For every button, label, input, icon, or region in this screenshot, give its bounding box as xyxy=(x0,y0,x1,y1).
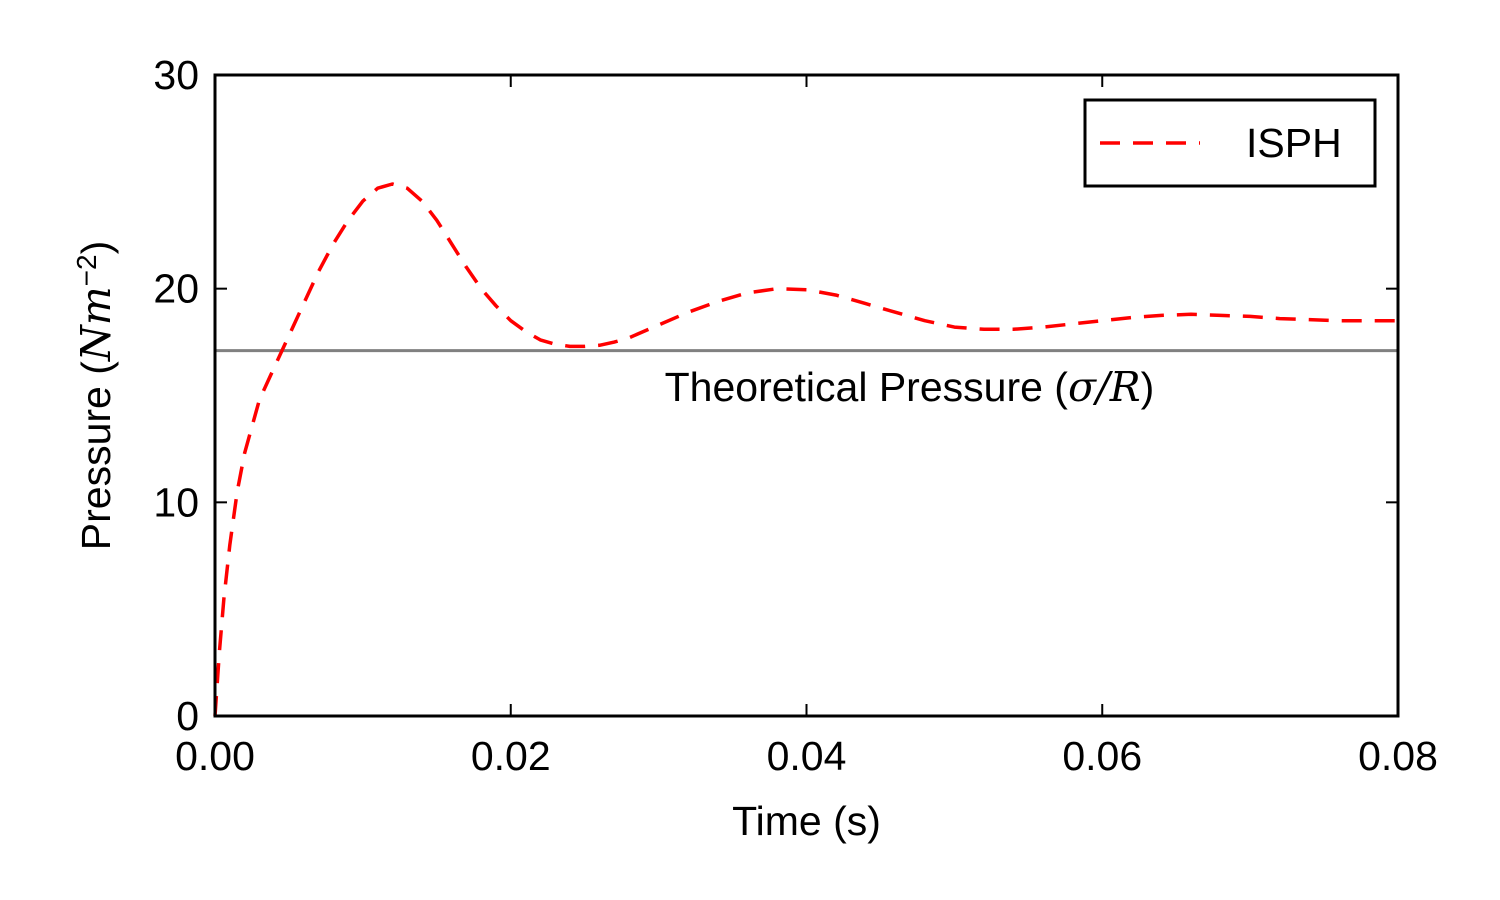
x-tick-label: 0.02 xyxy=(471,733,551,779)
y-axis-label: Pressure (Nm−2) xyxy=(71,241,120,550)
legend-isph-label: ISPH xyxy=(1246,120,1342,166)
x-tick-label: 0.00 xyxy=(175,733,255,779)
y-axis-label-math: Nm xyxy=(72,286,120,362)
legend: ISPH xyxy=(1083,98,1377,188)
y-axis-label-exponent: −2 xyxy=(71,254,102,286)
annotation-suffix: ) xyxy=(1141,364,1155,410)
x-tick-label: 0.06 xyxy=(1062,733,1142,779)
annotation-math: σ/R xyxy=(1068,363,1141,411)
annotation-prefix: Theoretical Pressure ( xyxy=(665,364,1069,410)
theoretical-pressure-annotation: Theoretical Pressure (σ/R) xyxy=(665,363,1155,411)
y-tick-label: 20 xyxy=(153,266,199,312)
x-axis-label: Time (s) xyxy=(732,798,881,844)
y-axis-label-prefix: Pressure ( xyxy=(73,361,119,550)
y-tick-label: 10 xyxy=(153,479,199,525)
isph-line xyxy=(213,182,1398,717)
isph-series-layer xyxy=(213,182,1398,717)
x-tick-label: 0.04 xyxy=(767,733,847,779)
y-tick-label: 30 xyxy=(153,52,199,98)
axes: 0.00 0.02 0.04 0.06 0.08 0 10 20 30 xyxy=(153,52,1438,779)
y-axis-label-suffix: ) xyxy=(73,241,119,255)
x-tick-label: 0.08 xyxy=(1358,733,1438,779)
y-tick-label: 0 xyxy=(176,693,199,739)
